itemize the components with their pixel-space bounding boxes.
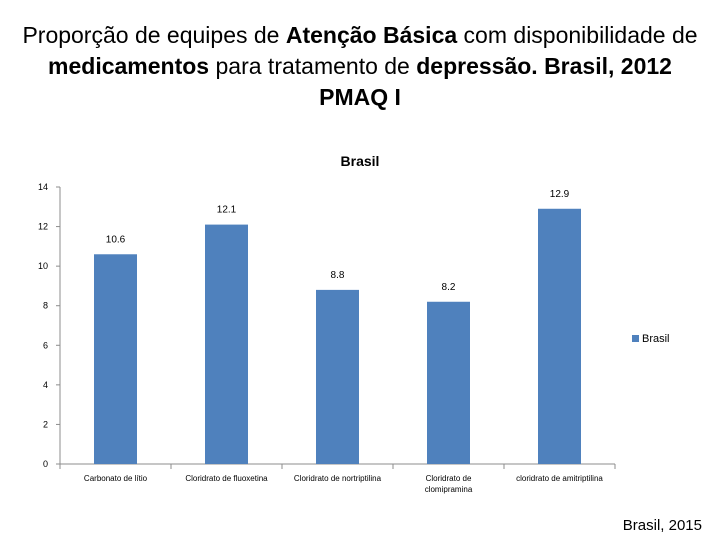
chart-title: Brasil (341, 153, 380, 169)
bar (427, 301, 470, 464)
x-tick-label: Cloridrato de nortriptilina (294, 474, 382, 483)
data-label: 12.9 (550, 189, 570, 200)
x-tick-label: cloridrato de amitriptilina (516, 474, 603, 483)
title-part-2: com disponibilidade de (457, 22, 698, 48)
data-label: 10.6 (106, 234, 126, 245)
x-tick-label: Cloridrato de fluoxetina (185, 474, 268, 483)
legend-swatch (632, 335, 639, 342)
bar (316, 289, 359, 464)
data-label: 8.8 (331, 270, 345, 281)
title-part-4: para tratamento de (209, 53, 417, 79)
y-tick-label: 0 (43, 459, 48, 469)
x-tick-label: Carbonato de lítio (84, 474, 148, 483)
y-tick-label: 2 (43, 419, 48, 429)
x-tick-label: Cloridrato de (426, 474, 472, 483)
data-label: 8.2 (442, 282, 456, 293)
bar (94, 254, 137, 464)
x-tick-label: clomipramina (425, 485, 473, 494)
y-tick-label: 4 (43, 380, 48, 390)
bar (205, 224, 248, 464)
y-tick-label: 8 (43, 301, 48, 311)
y-tick-label: 12 (38, 222, 48, 232)
bar (538, 208, 581, 464)
title-part-1: Atenção Básica (285, 22, 458, 48)
y-tick-label: 6 (43, 340, 48, 350)
legend-label: Brasil (642, 333, 670, 345)
title-part-0: Proporção de equipes de (22, 22, 286, 48)
y-tick-label: 14 (38, 182, 48, 192)
data-label: 12.1 (217, 205, 237, 216)
y-tick-label: 10 (38, 261, 48, 271)
title-part-3: medicamentos (48, 53, 210, 79)
title-part-5: depressão. Brasil, 2012 PMAQ I (319, 53, 672, 110)
footer-text: Brasil, 2015 (622, 517, 702, 534)
slide-title: Proporção de equipes de Atenção Básica c… (20, 20, 700, 113)
